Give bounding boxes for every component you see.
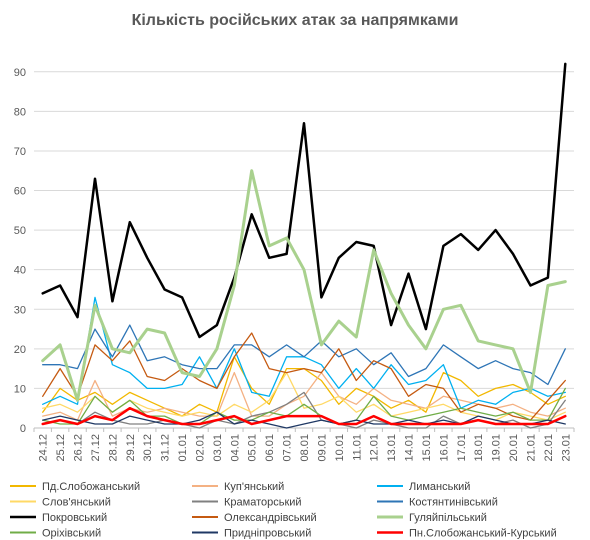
x-tick-label: 02.01 bbox=[194, 434, 206, 462]
series-line-7 bbox=[41, 62, 567, 339]
x-tick-label: 10.01 bbox=[334, 434, 346, 462]
series-line-3 bbox=[42, 296, 566, 409]
y-tick-label: 70 bbox=[14, 146, 26, 158]
x-tick-label: 11.01 bbox=[351, 434, 363, 461]
x-tick-label: 31.12 bbox=[160, 434, 172, 462]
x-tick-label: 16.01 bbox=[438, 434, 450, 462]
x-tick-label: 09.01 bbox=[316, 434, 328, 462]
x-tick-label: 26.12 bbox=[73, 434, 85, 462]
x-tick-label: 27.12 bbox=[90, 434, 102, 462]
legend-label: Придніпровський bbox=[224, 528, 311, 540]
x-tick-label: 15.01 bbox=[421, 434, 433, 462]
x-tick-label: 14.01 bbox=[404, 434, 416, 462]
x-tick-label: 21.01 bbox=[525, 434, 537, 462]
legend-label: Костянтинівський bbox=[409, 497, 498, 509]
x-tick-label: 06.01 bbox=[264, 434, 276, 462]
y-tick-label: 80 bbox=[14, 106, 26, 118]
series-line-9 bbox=[41, 169, 567, 402]
legend-label: Оріхівський bbox=[42, 528, 101, 540]
legend-label: Краматорський bbox=[224, 497, 302, 509]
x-tick-label: 08.01 bbox=[299, 434, 311, 462]
x-tick-label: 04.01 bbox=[229, 434, 241, 462]
chart-title: Кількість російських атак за напрямками bbox=[131, 12, 459, 29]
y-tick-label: 20 bbox=[14, 344, 26, 356]
series-layer bbox=[41, 62, 567, 429]
series-line-12 bbox=[41, 406, 567, 426]
legend-label: Лиманський bbox=[409, 481, 470, 493]
x-tick-label: 30.12 bbox=[142, 434, 154, 462]
series-line-11 bbox=[42, 411, 566, 429]
y-tick-label: 40 bbox=[14, 265, 26, 277]
x-tick-label: 03.01 bbox=[212, 434, 224, 462]
x-tick-label: 28.12 bbox=[107, 434, 119, 462]
legend-label: Пн.Слобожанський-Курський bbox=[409, 528, 557, 540]
legend-label: Гуляйпільський bbox=[409, 512, 487, 524]
x-tick-label: 12.01 bbox=[369, 434, 381, 462]
x-tick-label: 18.01 bbox=[473, 434, 485, 462]
x-tick-label: 24.12 bbox=[38, 434, 50, 462]
series-line-10 bbox=[42, 387, 566, 425]
legend: Пд.Слобожанський Куп'янський Лиманський Сло… bbox=[10, 481, 557, 540]
legend-label: Олександрівський bbox=[224, 512, 317, 524]
y-tick-label: 60 bbox=[14, 186, 26, 198]
y-tick-label: 0 bbox=[20, 423, 26, 435]
legend-label: Куп'янський bbox=[224, 481, 284, 493]
x-tick-label: 20.01 bbox=[508, 434, 520, 462]
legend-label: Пд.Слобожанський bbox=[42, 481, 140, 493]
series-line-8 bbox=[42, 332, 566, 421]
series-line-6 bbox=[42, 324, 566, 386]
x-tick-label: 01.01 bbox=[177, 434, 189, 462]
axis-layer: 0 10 20 30 40 50 60 70 80 90 24.12 25.12 26.12 27.12 2… bbox=[14, 67, 575, 462]
x-tick-label: 29.12 bbox=[125, 434, 137, 462]
x-tick-label: 13.01 bbox=[386, 434, 398, 462]
y-tick-label: 10 bbox=[14, 383, 26, 395]
x-tick-label: 19.01 bbox=[491, 434, 503, 462]
x-tick-label: 17.01 bbox=[456, 434, 468, 462]
x-tick-label: 25.12 bbox=[55, 434, 67, 462]
legend-label: Покровський bbox=[42, 512, 107, 524]
y-tick-label: 90 bbox=[14, 67, 26, 79]
x-tick-label: 22.01 bbox=[543, 434, 555, 462]
y-tick-label: 30 bbox=[14, 304, 26, 316]
y-tick-label: 50 bbox=[14, 225, 26, 237]
x-tick-label: 05.01 bbox=[247, 434, 259, 462]
x-tick-label: 23.01 bbox=[560, 434, 572, 462]
x-tick-label: 07.01 bbox=[282, 434, 294, 462]
legend-label: Слов'янський bbox=[42, 497, 111, 509]
